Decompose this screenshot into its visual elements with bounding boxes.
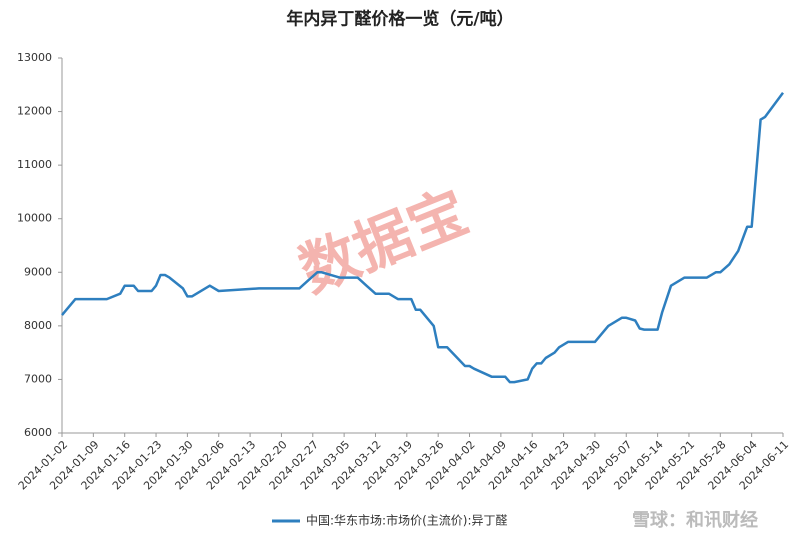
y-tick-label: 10000	[17, 212, 52, 225]
line-series	[61, 92, 785, 384]
legend-label: 中国:华东市场:市场价(主流价):异丁醛	[306, 513, 508, 528]
watermark: 数据宝	[290, 177, 477, 305]
y-tick-label: 8000	[24, 319, 52, 332]
y-tick-label: 11000	[17, 158, 52, 171]
y-tick-label: 12000	[17, 105, 52, 118]
y-tick-label: 13000	[17, 51, 52, 64]
y-tick-label: 6000	[24, 426, 52, 439]
chart-title: 年内异丁醛价格一览（元/吨）	[286, 9, 513, 30]
y-tick-label: 9000	[24, 265, 52, 278]
source: 雪球：和讯财经	[632, 509, 758, 531]
y-tick-label: 7000	[24, 372, 52, 385]
